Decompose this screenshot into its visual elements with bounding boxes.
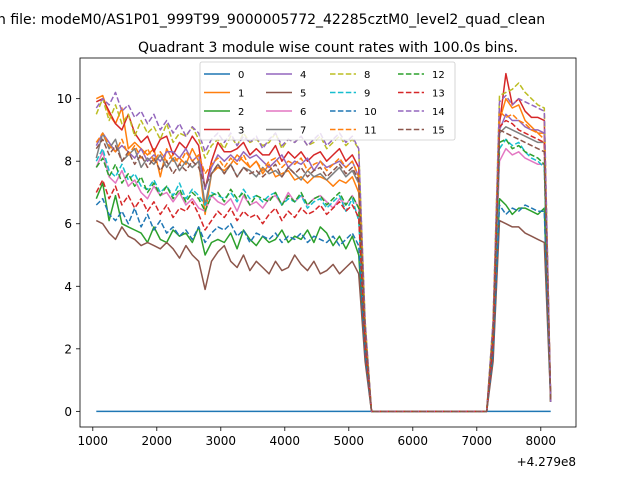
x-offset-text: +4.279e8 [517, 455, 576, 469]
legend-label-13: 13 [432, 89, 445, 100]
legend-label-8: 8 [364, 70, 370, 81]
legend-label-15: 15 [432, 126, 445, 137]
series-line-13 [95, 119, 552, 413]
series-line-14 [95, 91, 552, 413]
x-tick-label: 3000 [206, 434, 237, 448]
legend-label-4: 4 [300, 70, 306, 81]
legend-label-1: 1 [238, 89, 244, 100]
y-tick-label: 6 [64, 217, 72, 231]
x-tick-label: 8000 [526, 434, 557, 448]
legend-label-9: 9 [364, 89, 370, 100]
y-tick-label: 4 [64, 280, 72, 294]
legend-label-7: 7 [300, 126, 306, 137]
x-tick-label: 1000 [78, 434, 109, 448]
series-layer [95, 72, 552, 413]
x-tick-label: 6000 [398, 434, 429, 448]
series-line-15 [95, 129, 552, 413]
x-tick-label: 2000 [142, 434, 173, 448]
y-tick-label: 2 [64, 342, 72, 356]
legend-label-2: 2 [238, 107, 244, 118]
chart-title: Quadrant 3 module wise count rates with … [138, 40, 518, 56]
legend-label-12: 12 [432, 70, 445, 81]
chart-suptitle: n file: modeM0/AS1P01_999T99_9000005772_… [0, 12, 545, 28]
legend-frame [199, 61, 456, 141]
series-line-10 [95, 197, 552, 413]
legend-label-5: 5 [300, 89, 306, 100]
legend-label-6: 6 [300, 107, 306, 118]
legend-label-0: 0 [238, 70, 244, 81]
plot-frame [79, 57, 577, 428]
y-tick-label: 10 [57, 92, 72, 106]
x-tick-label: 5000 [334, 434, 365, 448]
legend-label-3: 3 [238, 126, 244, 137]
x-tick-label: 4000 [270, 434, 301, 448]
ticks-layer: 1000 2000 3000 4000 5000 6000 7000 8000 0 2 4 6 8 10 [57, 92, 556, 448]
x-tick-label: 7000 [462, 434, 493, 448]
y-tick-label: 8 [64, 155, 72, 169]
y-tick-label: 0 [64, 405, 72, 419]
legend-label-11: 11 [364, 126, 377, 137]
legend-label-14: 14 [432, 107, 445, 118]
legend-label-10: 10 [364, 107, 377, 118]
